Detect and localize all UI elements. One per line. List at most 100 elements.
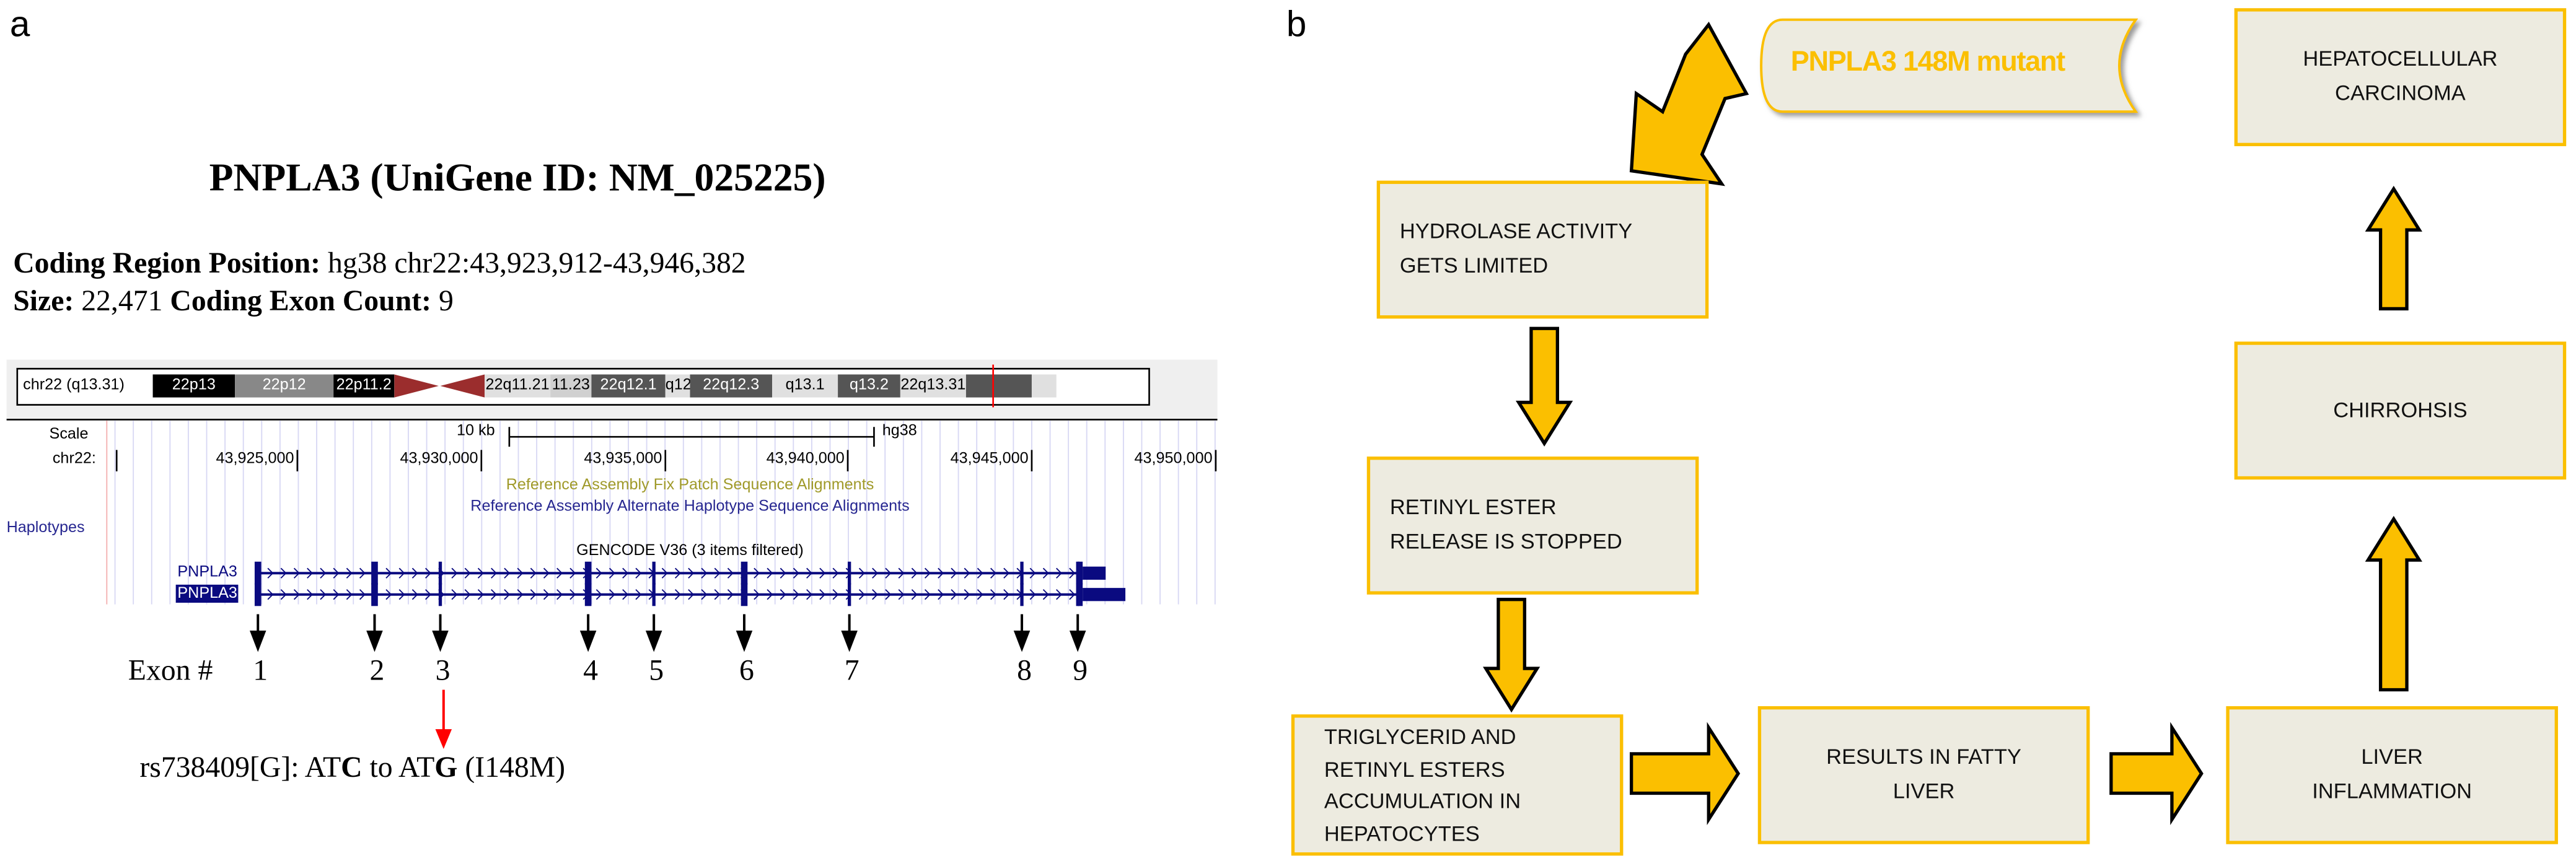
exon-arrowhead [1013,631,1031,652]
assembly-label: hg38 [882,422,917,440]
tick-label: 43,940,000 [766,450,845,468]
strand-arrow [596,567,602,579]
strand-arrow [1042,589,1049,600]
ideogram-band[interactable]: q13.2 [838,374,900,398]
exon-arrowhead [841,631,858,652]
scale-label: Scale [49,425,89,444]
strand-arrow [938,567,944,579]
ideogram-band[interactable] [1031,374,1057,398]
strand-arrow [806,589,813,600]
ideogram-band[interactable]: 22p12 [235,374,334,398]
strand-arrow [727,589,734,600]
ideogram-band[interactable]: 22q12.1 [591,374,666,398]
exon-arrowhead [366,631,383,652]
strand-arrow [1029,589,1036,600]
ideogram-panel: chr22 (q13.31) 22p13 22p12 22p11.2 22q11.21… [6,359,1218,419]
strand-arrow [464,589,471,600]
strand-arrow [622,567,629,579]
strand-arrow [793,567,799,579]
flow-arrows [1482,18,2422,825]
size-line: Size: 22,471 Coding Exon Count: 9 [13,284,454,319]
arrow-down-1 [1515,326,1573,447]
ideogram-band[interactable]: 22q11.21 [485,374,551,398]
strand-arrow [990,567,996,579]
strand-arrow [885,589,892,600]
exon-block [848,561,851,585]
strand-arrow [727,567,734,579]
ideogram-band[interactable]: 22q13.31 [900,374,966,398]
ideogram-band[interactable]: 22p13 [152,374,235,398]
strand-arrow [385,567,392,579]
strand-arrow [688,589,695,600]
exon-block [1078,561,1083,585]
strand-arrow [1069,589,1076,600]
ideogram-band[interactable] [965,374,1032,398]
ideogram-label: chr22 (q13.31) [23,376,125,395]
strand-arrow [767,567,773,579]
strand-arrow [307,567,314,579]
exon-block [652,583,656,606]
exon-count-label: Coding Exon Count: [170,284,432,317]
exon-block [741,583,748,606]
exon-block [1020,561,1024,585]
exon-block [584,583,592,606]
exon-arrowhead [645,631,662,652]
strand-arrow [359,589,366,600]
strand-arrow [754,589,760,600]
exon-block [848,583,851,606]
exon-block [584,561,592,585]
browser-tracks [106,420,1217,606]
strand-arrow [320,589,327,600]
strand-arrow [1056,567,1062,579]
strand-arrow [398,567,405,579]
tick-label: 43,935,000 [584,450,662,468]
arrow-up-2 [2365,185,2422,311]
coding-region-line: Coding Region Position: hg38 chr22:43,92… [13,247,745,281]
strand-arrow [635,567,642,579]
strand-arrow [425,589,431,600]
exon-block [371,583,378,606]
strand-arrow [530,589,537,600]
strand-arrow [293,589,300,600]
strand-arrow [280,567,287,579]
ideogram-band[interactable]: 11.23 [550,374,592,398]
strand-arrow [464,567,471,579]
arrow-up-1 [2365,515,2422,692]
ideogram-band[interactable] [394,374,485,398]
exon-block [1020,583,1024,606]
strand-arrow [622,589,629,600]
strand-arrow [307,589,314,600]
strand-arrow [951,567,957,579]
strand-arrow [714,567,721,579]
ideogram-band[interactable]: 22q12.3 [690,374,773,398]
strand-arrow [806,567,813,579]
strand-arrow [674,567,681,579]
transcript-label[interactable]: PNPLA3 [177,563,237,582]
strand-arrow [517,589,524,600]
position-marker [992,364,994,408]
ideogram-band[interactable]: q12.2 [665,374,690,398]
tick-label: 43,950,000 [1134,450,1213,468]
gencode-track-label[interactable]: GENCODE V36 (3 items filtered) [576,541,804,561]
strand-arrow [924,567,931,579]
strand-arrow [569,589,576,600]
ideogram-band[interactable]: 22p11.2 [333,374,395,398]
ideogram-band[interactable]: q13.1 [772,374,838,398]
strand-arrow [280,589,287,600]
utr-block [1083,566,1106,580]
panel-b-letter: b [1286,3,1307,45]
strand-arrow [885,567,892,579]
step-cirrhosis: CHIRROHSIS [2234,341,2567,480]
alt-haplotype-track-label[interactable]: Reference Assembly Alternate Haplotype S… [470,497,910,516]
fix-patch-track-label[interactable]: Reference Assembly Fix Patch Sequence Al… [506,476,874,495]
arrow-right-2 [2109,722,2204,825]
transcript-label-selected[interactable]: PNPLA3 [175,584,239,603]
strand-arrow [385,589,392,600]
strand-arrow [425,567,431,579]
strand-arrow [780,567,786,579]
exon-block [652,561,656,585]
strand-arrow [1069,567,1076,579]
exon-number: 3 [435,654,451,687]
strand-arrow [977,567,983,579]
exon-count-value: 9 [431,284,454,317]
